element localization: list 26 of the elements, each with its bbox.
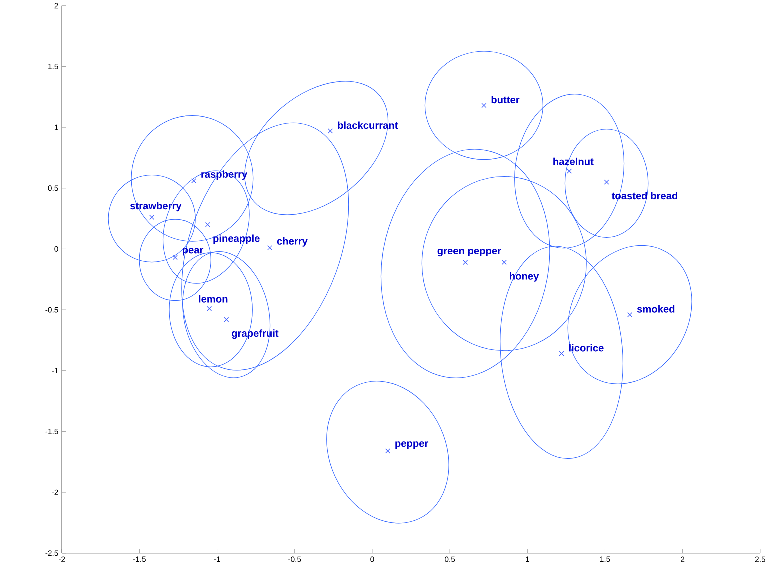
point	[502, 260, 507, 266]
point	[559, 351, 564, 356]
point	[224, 317, 230, 322]
annotation: pineapple	[214, 234, 260, 244]
annotation: butter	[492, 96, 520, 104]
point	[172, 255, 178, 260]
annotation: pepper	[396, 442, 429, 450]
point	[604, 180, 610, 185]
point	[385, 448, 391, 454]
point	[628, 312, 633, 318]
annotation: hazelnut	[554, 158, 594, 166]
point	[206, 306, 212, 312]
annotation: green pepper	[438, 248, 502, 257]
point	[205, 222, 210, 228]
point	[191, 178, 197, 184]
annotation: lemon	[199, 295, 228, 303]
point	[463, 260, 468, 266]
annotation: blackcurrant	[338, 122, 398, 130]
annotation: smoked	[637, 305, 675, 313]
point	[328, 128, 334, 134]
point	[150, 214, 155, 220]
annotation: licorice	[569, 344, 604, 352]
annotation: pear	[182, 248, 204, 256]
point	[567, 168, 572, 174]
annotation: cherry	[277, 237, 308, 247]
point	[268, 245, 273, 250]
